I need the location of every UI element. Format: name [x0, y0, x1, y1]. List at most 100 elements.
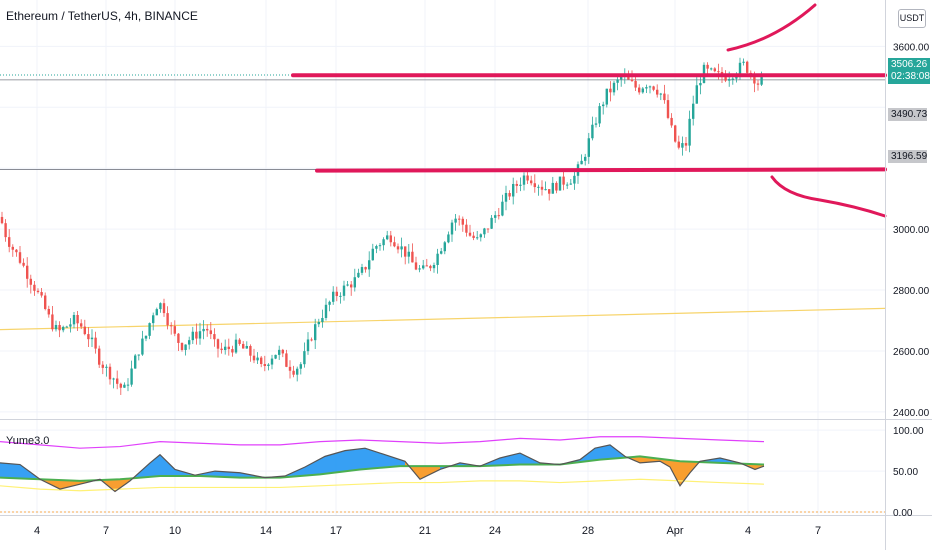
candle-body — [447, 234, 450, 243]
candle-body — [126, 384, 130, 386]
candle-body — [710, 68, 713, 70]
candle-body — [274, 354, 277, 359]
price-tick-label: 3600.00 — [893, 42, 930, 53]
candle-body — [486, 228, 490, 230]
candle-body — [224, 346, 227, 351]
osc-fill — [680, 461, 690, 486]
candle-body — [425, 265, 428, 267]
candle-body — [368, 260, 371, 270]
candle-body — [573, 175, 576, 184]
candle-body — [742, 61, 745, 63]
candle-body — [195, 331, 198, 339]
candle-body — [645, 87, 648, 89]
candle-body — [339, 295, 342, 297]
price-level-2: 3196.59 — [888, 150, 927, 163]
candle-body — [58, 324, 61, 331]
candle-body — [580, 160, 583, 165]
candle-body — [670, 117, 673, 126]
candle-body — [706, 64, 709, 69]
time-tick-label: 4 — [745, 525, 751, 537]
candle-body — [134, 355, 137, 369]
candle-body — [695, 85, 698, 104]
candle-body — [76, 314, 79, 324]
candle-body — [450, 222, 454, 235]
candle-body — [159, 303, 162, 310]
candle-body — [760, 73, 763, 85]
candle-body — [692, 103, 695, 119]
oscillator-series — [0, 436, 885, 513]
candle-body — [688, 118, 691, 146]
candle-body — [69, 324, 72, 327]
candle-body — [87, 334, 90, 340]
candle-body — [612, 82, 616, 93]
candle-body — [353, 277, 356, 288]
candle-body — [198, 331, 202, 339]
candle-body — [202, 328, 205, 332]
candle-body — [252, 355, 256, 361]
candle-body — [292, 370, 295, 375]
candle-body — [105, 366, 108, 368]
candle-body — [260, 357, 263, 365]
candle-body — [587, 138, 590, 157]
candle-body — [170, 325, 173, 327]
candle-body — [548, 189, 551, 194]
candle-body — [605, 88, 608, 105]
candle-body — [558, 176, 562, 191]
candle-body — [155, 309, 158, 316]
candle-body — [152, 315, 155, 324]
candle-body — [234, 339, 238, 353]
candle-body — [522, 175, 526, 185]
candle-body — [497, 215, 500, 217]
currency-button[interactable]: USDT — [898, 9, 926, 28]
candle-body — [281, 349, 284, 354]
candle-body — [389, 235, 392, 243]
candle-body — [227, 346, 230, 350]
candle-body — [411, 251, 414, 263]
candle-body — [418, 268, 421, 270]
osc-fill — [150, 454, 160, 477]
candle-body — [393, 242, 396, 247]
candle-body — [321, 317, 324, 323]
time-tick-label: 21 — [419, 525, 431, 537]
candle-body — [249, 345, 252, 356]
time-tick-label: 4 — [34, 525, 40, 537]
candle-body — [191, 331, 194, 341]
time-tick-label: 28 — [582, 525, 594, 537]
candle-body — [501, 201, 504, 216]
candle-body — [350, 284, 353, 288]
candle-body — [432, 265, 436, 269]
candle-body — [620, 76, 623, 80]
candle-body — [526, 175, 529, 181]
candle-body — [94, 337, 97, 349]
candle-body — [479, 234, 482, 238]
candle-body — [407, 251, 410, 257]
candle-body — [54, 324, 58, 330]
osc-fill — [305, 456, 325, 476]
last-price-tag: 3506.26 02:38:08 — [888, 58, 930, 84]
candle-body — [177, 333, 180, 343]
candle-body — [263, 364, 266, 367]
candle-body — [36, 290, 40, 293]
candle-body — [684, 143, 688, 146]
candle-body — [317, 322, 320, 325]
candle-body — [11, 246, 14, 250]
candle-body — [51, 314, 54, 330]
candle-body — [598, 106, 601, 124]
candle-body — [609, 88, 612, 93]
osc-fill — [595, 444, 610, 461]
candle-body — [648, 86, 652, 88]
candle-body — [299, 364, 302, 369]
candle-body — [256, 357, 259, 361]
candle-body — [443, 242, 446, 252]
candle-body — [386, 235, 389, 240]
candle-body — [324, 304, 328, 318]
candle-body — [173, 326, 176, 334]
support-line — [315, 167, 887, 173]
candle-body — [141, 338, 144, 355]
candle-body — [569, 183, 572, 185]
osc-fill — [420, 466, 440, 480]
candle-body — [335, 291, 338, 297]
candle-body — [630, 79, 634, 81]
candle-body — [137, 354, 140, 356]
